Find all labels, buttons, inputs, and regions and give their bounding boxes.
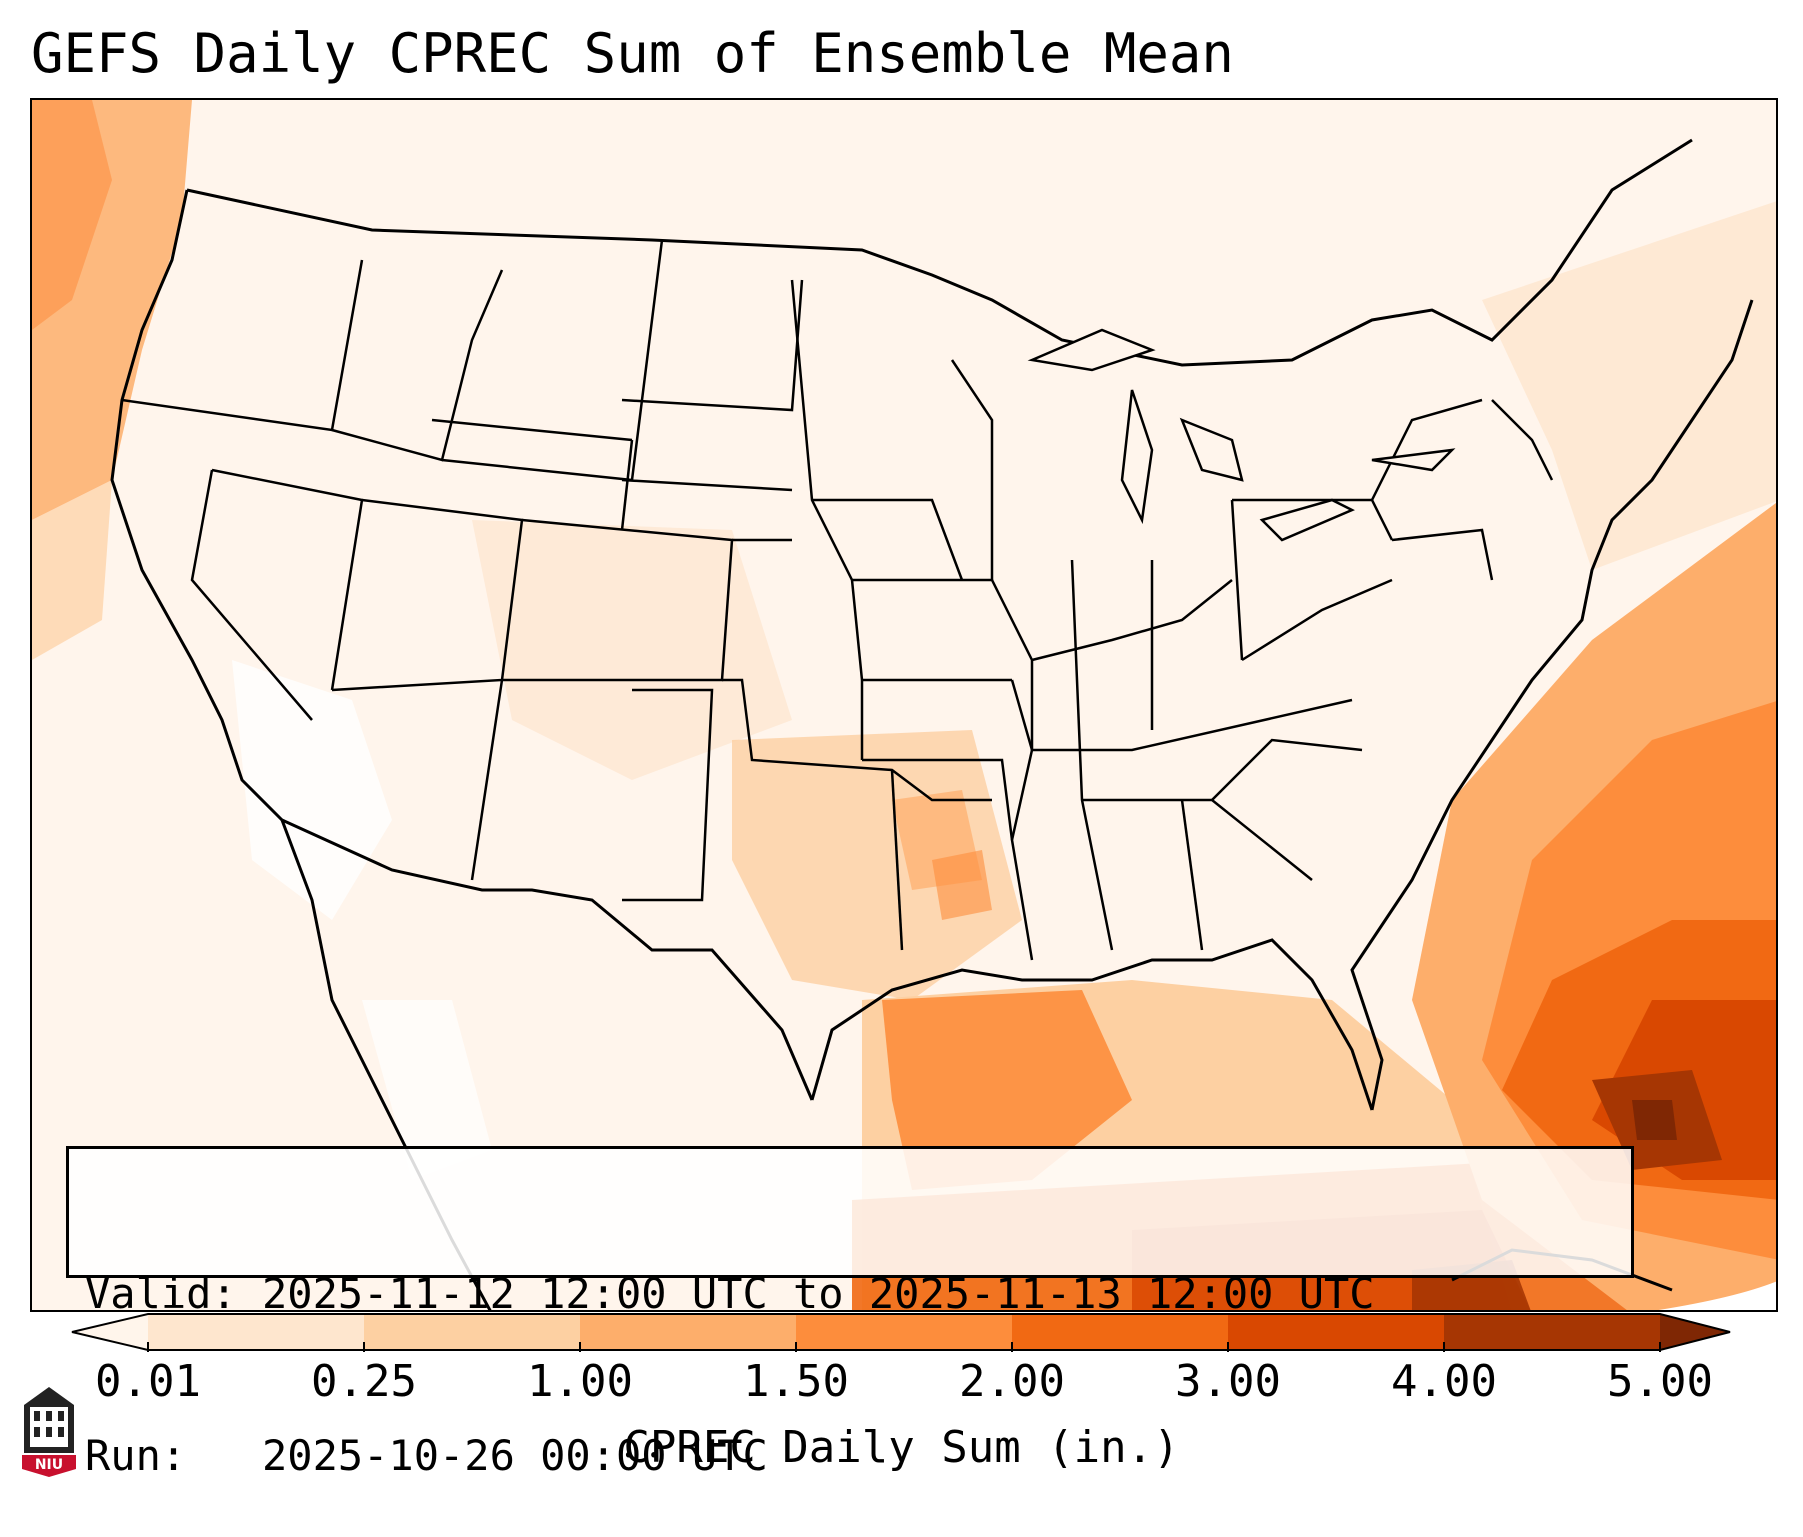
colorbar-segment [148,1314,365,1350]
lake-erie [1259,498,1355,542]
mexico-dry [362,1000,492,1180]
map-title: GEFS Daily CPREC Sum of Ensemble Mean [31,22,1234,85]
info-box: Valid: 2025-11-12 12:00 UTC to 2025-11-1… [66,1146,1634,1480]
us-canada-border [186,138,1693,367]
svg-text:NIU: NIU [35,1457,63,1473]
lake-ontario [1371,448,1456,472]
great-lakes [1027,328,1456,542]
state-lines [121,239,1554,961]
pacific-fade [32,480,112,660]
lake-michigan [1120,389,1154,525]
colorbar-outline [71,1313,1731,1351]
colorbar-tick-label: 5.00 [1607,1356,1713,1407]
gulf-coast [810,938,1374,1111]
us-mexico-border [281,818,814,1101]
colorbar-tick-label: 4.00 [1391,1356,1497,1407]
colorbar-segment [1444,1314,1661,1350]
colorbar-segment [1228,1314,1445,1350]
niu-logo: NIU [22,1387,76,1477]
map-canvas [32,100,1776,1310]
colorbar-segment [1012,1314,1229,1350]
colorbar-segment [796,1314,1013,1350]
lake-superior [1027,328,1156,372]
colorbar-segment [364,1314,581,1350]
northeast-shade [1482,201,1776,570]
pacific-core [32,100,112,330]
lake-huron [1179,417,1244,482]
southwest-dry [232,660,392,920]
east-coast [1350,299,1754,1111]
colorbar-over-arrow [1660,1314,1730,1350]
colorbar-tick-label: 3.00 [1175,1356,1281,1407]
colorbar-tick-label: 1.50 [743,1356,849,1407]
colorbar-segment [580,1314,797,1350]
colorbar-tick-label: 0.01 [95,1356,201,1407]
colorbar [71,1313,1731,1352]
west-coast [110,189,284,822]
precipitation-map[interactable] [30,98,1778,1312]
bahamas-max [1632,1100,1677,1140]
gulf-west-core [882,990,1132,1190]
projection-edge [1658,1281,1776,1310]
colorbar-segments [148,1314,1661,1350]
valid-time: Valid: 2025-11-12 12:00 UTC to 2025-11-1… [85,1269,1375,1318]
oklahoma-peak [932,850,992,920]
colorbar-under-arrow [72,1314,148,1350]
run-time: Run: 2025-10-26 00:00 UTC [85,1431,768,1480]
colorbar-label: CPREC Daily Sum (in.) [623,1422,1180,1473]
colorbar-tick-label: 1.00 [527,1356,633,1407]
colorbar-tick-label: 0.25 [311,1356,417,1407]
colorbar-tick-label: 2.00 [959,1356,1065,1407]
